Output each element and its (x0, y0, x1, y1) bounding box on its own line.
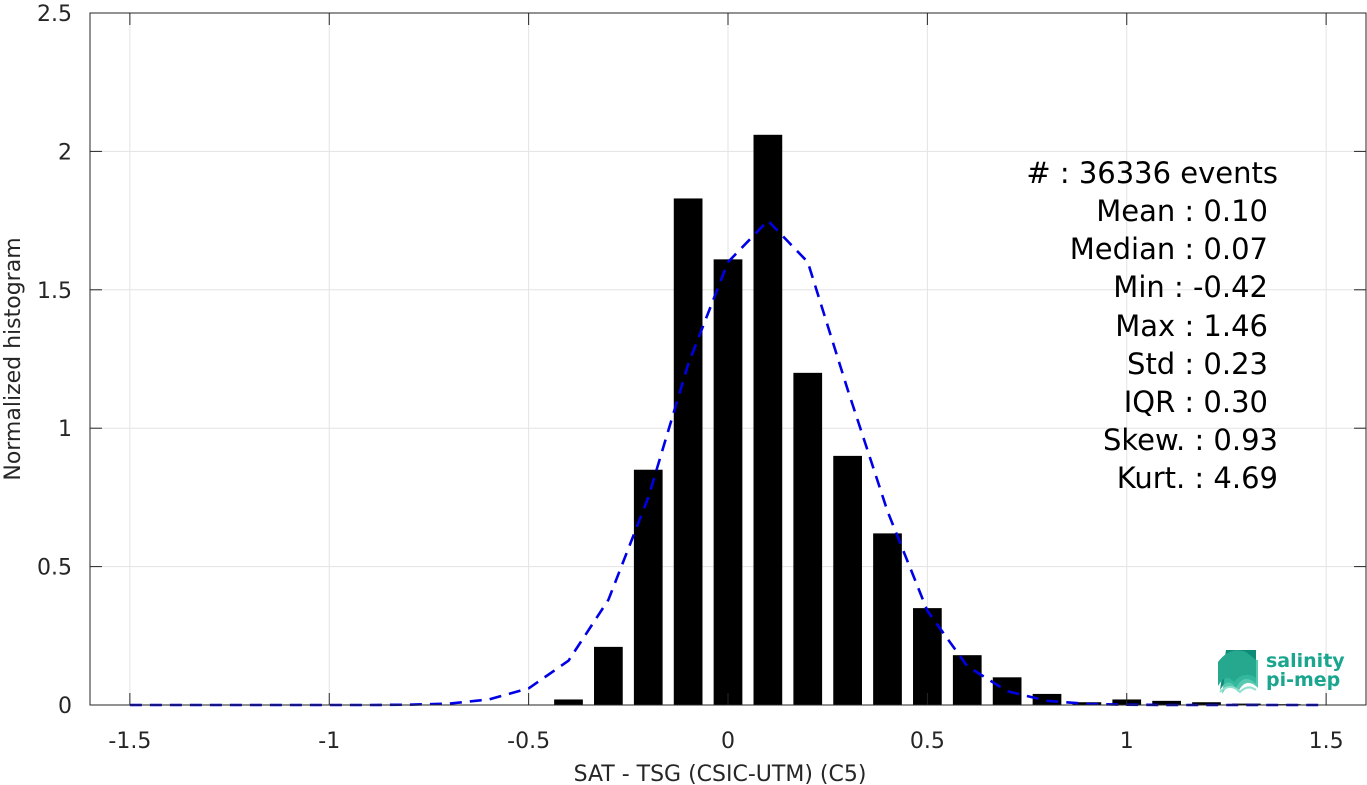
histogram-bar (633, 469, 663, 705)
histogram-bar (673, 198, 703, 705)
histogram-bar (1152, 700, 1181, 705)
histogram-bar (554, 699, 583, 705)
y-tick-label: 1 (58, 417, 72, 442)
x-tick-label: 1 (1120, 729, 1134, 754)
x-tick-label: -0.5 (507, 729, 550, 754)
x-axis-label: SAT - TSG (CSIC-UTM) (C5) (574, 762, 867, 785)
histogram-bar (594, 646, 623, 705)
x-tick-labels: -1.5 -1 -0.5 0 0.5 1 1.5 (108, 729, 1343, 754)
stats-mean: Mean : 0.10 (1096, 194, 1268, 228)
x-tick-label: -1.5 (108, 729, 151, 754)
histogram-bar (833, 455, 862, 705)
stats-kurt: Kurt. : 4.69 (1117, 461, 1278, 495)
histogram-bar (713, 259, 743, 705)
histogram-bars (554, 134, 1301, 706)
stats-count: # : 36336 events (1026, 156, 1278, 190)
y-tick-label: 1.5 (37, 279, 72, 304)
y-tick-label: 0 (58, 694, 72, 719)
x-tick-label: 0 (721, 729, 735, 754)
x-tick-label: 0.5 (910, 729, 945, 754)
y-tick-label: 0.5 (37, 556, 72, 581)
histogram-bar (1192, 702, 1221, 705)
y-axis-label: Normalized histogram (1, 237, 26, 480)
logo-text-salinity: salinity (1266, 650, 1345, 672)
histogram-bar (793, 372, 823, 705)
stats-skew: Skew. : 0.93 (1103, 423, 1278, 457)
wave-logo-icon (1218, 650, 1258, 694)
stats-min: Min : -0.42 (1113, 270, 1268, 304)
x-tick-label: -1 (318, 729, 340, 754)
stats-box: # : 36336 events Mean : 0.10 Median : 0.… (1026, 156, 1278, 495)
y-tick-label: 2.5 (37, 2, 72, 27)
stats-max: Max : 1.46 (1115, 309, 1268, 343)
axes-box (89, 12, 1367, 706)
histogram-bar (753, 134, 783, 706)
histogram-bar (913, 608, 942, 705)
x-tick-label: 1.5 (1309, 729, 1344, 754)
y-tick-labels: 0 0.5 1 1.5 2 2.5 (37, 2, 72, 719)
stats-median: Median : 0.07 (1070, 232, 1268, 266)
histogram-bar (873, 533, 902, 705)
stats-iqr: IQR : 0.30 (1124, 385, 1268, 419)
logo-text-pi-mep: pi-mep (1266, 669, 1340, 691)
salinity-pi-mep-logo: salinity pi-mep (1218, 650, 1345, 694)
stats-std: Std : 0.23 (1127, 347, 1268, 381)
histogram-bar (952, 655, 982, 705)
histogram-bar (992, 677, 1022, 705)
y-tick-label: 2 (58, 140, 72, 165)
